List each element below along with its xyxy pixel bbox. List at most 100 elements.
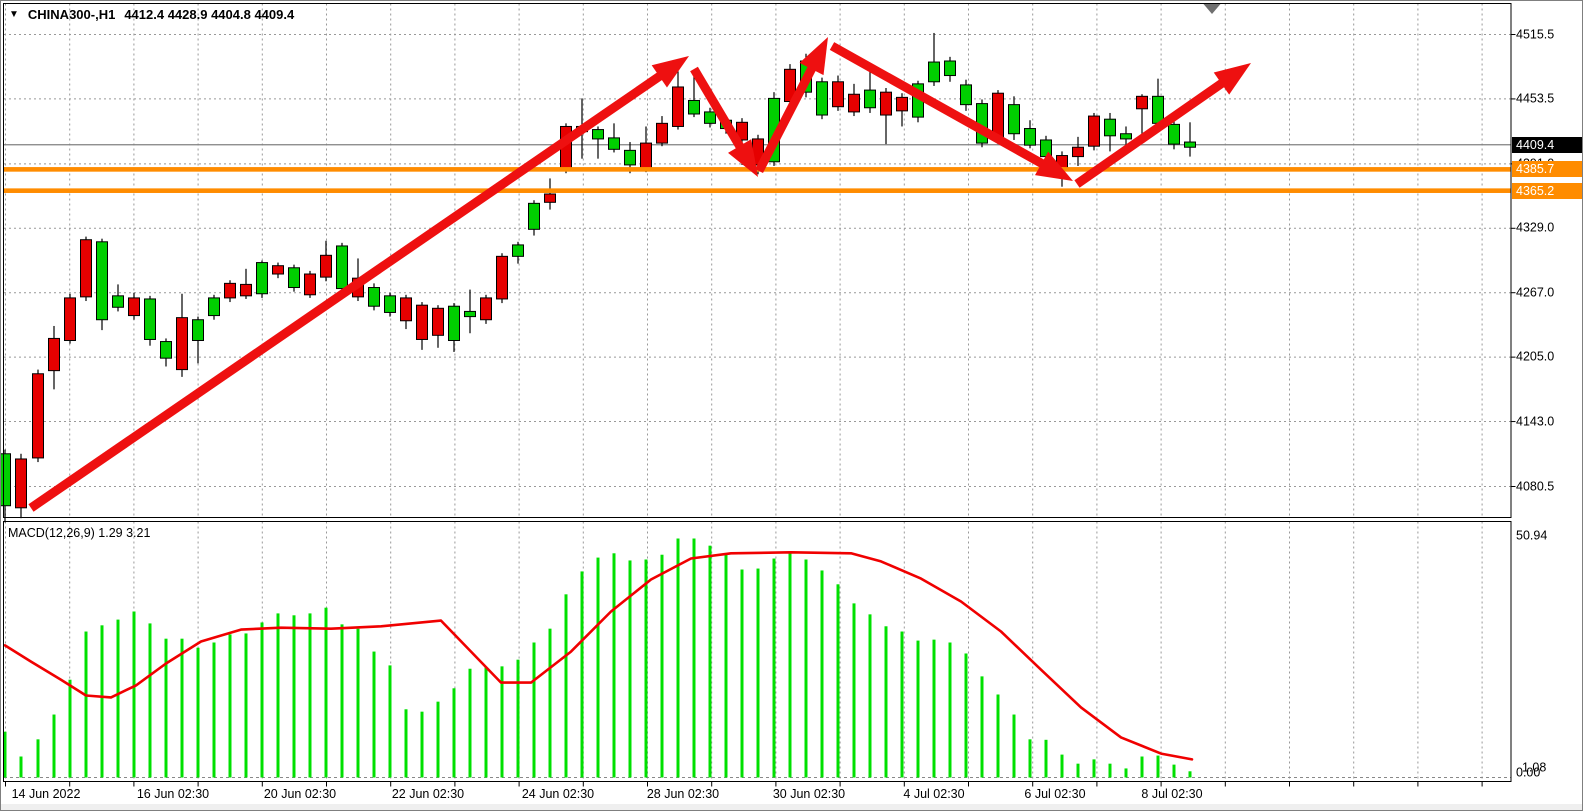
- time-axis-label: 8 Jul 02:30: [1141, 787, 1203, 801]
- macd-histogram-bar: [644, 559, 648, 778]
- bull-candle: [256, 262, 268, 295]
- price-pane-border: [3, 3, 1512, 518]
- trend-arrow-head: [651, 56, 689, 88]
- bull-candle: [960, 84, 972, 106]
- macd-histogram-bar: [404, 709, 408, 778]
- bull-candle: [528, 202, 540, 230]
- symbol-period-label: CHINA300-,H1: [27, 7, 116, 22]
- bear-candle: [400, 297, 412, 322]
- time-axis-label: 4 Jul 02:30: [903, 787, 965, 801]
- trend-arrow-line[interactable]: [1074, 76, 1229, 188]
- macd-histogram-bar: [132, 611, 136, 778]
- macd-histogram-bar: [724, 553, 728, 778]
- trend-arrow-line[interactable]: [28, 69, 667, 512]
- bull-candle: [1104, 118, 1116, 137]
- macd-histogram-bar: [3, 731, 7, 778]
- time-axis-label: 28 Jun 02:30: [646, 787, 720, 801]
- macd-histogram-bar: [692, 538, 696, 778]
- price-axis-label: 4453.5: [1516, 91, 1555, 106]
- bear-candle: [176, 317, 188, 371]
- macd-indicator-label: MACD(12,26,9) 1.29 3.21: [8, 526, 151, 540]
- macd-histogram-bar: [788, 553, 792, 778]
- macd-axis-max-label: 50.94: [1516, 528, 1548, 542]
- bear-candle: [64, 297, 76, 342]
- price-axis-label: 4080.5: [1516, 479, 1555, 493]
- macd-histogram-bar: [1076, 763, 1080, 778]
- bull-candle: [688, 99, 700, 115]
- level-price-label: 4385.7: [1512, 161, 1582, 178]
- macd-pane-border: [3, 521, 1512, 782]
- macd-histogram-bar: [484, 667, 488, 778]
- bull-candle: [608, 137, 620, 150]
- macd-histogram-bar: [964, 653, 968, 778]
- bull-candle: [944, 60, 956, 77]
- bull-candle: [704, 111, 716, 124]
- chart-shift-marker-icon: [1203, 4, 1221, 14]
- bull-candle: [1168, 123, 1180, 145]
- macd-histogram-bar: [852, 603, 856, 778]
- macd-histogram-bar: [836, 584, 840, 778]
- bear-candle: [544, 193, 556, 203]
- macd-histogram-bar: [1108, 763, 1112, 778]
- time-axis-label: 24 Jun 02:30: [521, 787, 595, 801]
- macd-histogram-bar: [900, 631, 904, 778]
- bear-candle: [48, 337, 60, 372]
- bull-candle: [368, 287, 380, 307]
- bear-candle: [656, 122, 668, 144]
- macd-histogram-bar: [868, 614, 872, 778]
- bull-candle: [816, 81, 828, 116]
- bear-candle: [672, 86, 684, 127]
- macd-histogram-bar: [1092, 759, 1096, 778]
- bull-candle: [592, 129, 604, 140]
- support-level-line[interactable]: [4, 188, 1511, 193]
- macd-histogram-bar: [228, 634, 232, 778]
- macd-histogram-bar: [420, 711, 424, 778]
- macd-histogram-bar: [932, 639, 936, 778]
- macd-histogram-bar: [1156, 755, 1160, 778]
- bear-candle: [896, 96, 908, 112]
- macd-histogram-bar: [388, 665, 392, 778]
- macd-histogram-bar: [372, 651, 376, 778]
- macd-histogram-bar: [260, 622, 264, 778]
- bull-candle: [1184, 141, 1196, 148]
- macd-histogram-bar: [884, 626, 888, 778]
- bull-candle: [464, 310, 476, 318]
- time-axis-label: 30 Jun 02:30: [772, 787, 846, 801]
- macd-histogram-bar: [292, 615, 296, 778]
- chart-title: ▼ CHINA300-,H1 4412.4 4428.9 4404.8 4409…: [9, 7, 294, 22]
- price-axis-label: 4143.0: [1516, 414, 1555, 429]
- trend-arrow-line[interactable]: [829, 42, 1050, 171]
- time-axis[interactable]: [1, 782, 1511, 804]
- price-axis-label: 4515.5: [1516, 27, 1555, 41]
- macd-histogram-bar: [68, 679, 72, 778]
- macd-histogram-bar: [1140, 756, 1144, 778]
- macd-histogram-bar: [148, 623, 152, 778]
- macd-histogram-bar: [596, 557, 600, 778]
- bull-candle: [448, 305, 460, 342]
- symbol-dropdown-icon[interactable]: ▼: [9, 9, 19, 20]
- price-axis-label: 4267.0: [1516, 285, 1555, 300]
- price-axis[interactable]: [1512, 1, 1582, 782]
- macd-histogram-bar: [84, 631, 88, 778]
- macd-histogram-bar: [516, 659, 520, 778]
- macd-histogram-bar: [468, 668, 472, 778]
- macd-histogram-bar: [500, 666, 504, 778]
- macd-histogram-bar: [612, 553, 616, 778]
- macd-histogram-bar: [580, 571, 584, 778]
- macd-histogram-bar: [308, 613, 312, 778]
- time-axis-label: 16 Jun 02:30: [136, 787, 210, 801]
- macd-histogram-bar: [436, 701, 440, 778]
- bear-candle: [480, 297, 492, 321]
- trend-arrow-head: [728, 139, 758, 177]
- trend-arrow-line[interactable]: [754, 61, 819, 174]
- price-axis-label: 4205.0: [1516, 349, 1555, 364]
- macd-histogram-bar: [628, 560, 632, 778]
- bull-candle: [336, 245, 348, 290]
- trend-arrow-line[interactable]: [690, 66, 747, 154]
- bull-candle: [1024, 128, 1036, 146]
- macd-histogram-bar: [916, 640, 920, 778]
- macd-histogram-bar: [1060, 754, 1064, 778]
- bear-candle: [15, 458, 27, 509]
